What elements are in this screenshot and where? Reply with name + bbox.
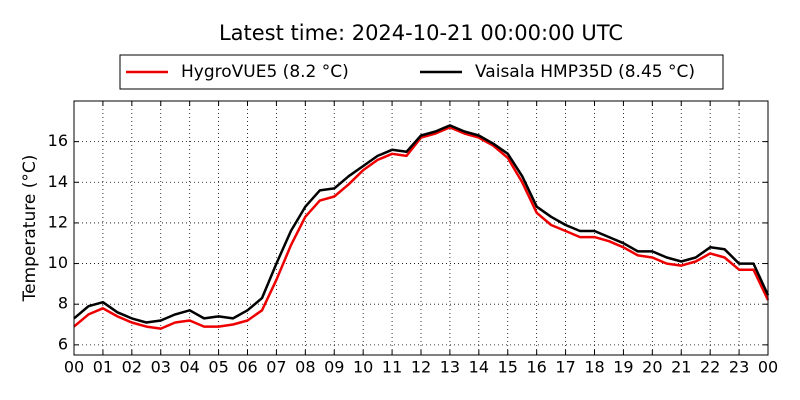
- x-tick-label: 09: [324, 358, 344, 377]
- x-tick-label: 06: [237, 358, 257, 377]
- x-tick-label: 02: [122, 358, 142, 377]
- y-tick-label: 10: [48, 253, 68, 272]
- x-tick-label: 14: [469, 358, 489, 377]
- x-tick-label: 00: [758, 358, 778, 377]
- x-tick-label: 00: [64, 358, 84, 377]
- x-tick-label: 10: [353, 358, 373, 377]
- x-tick-label: 23: [729, 358, 749, 377]
- y-tick-label: 14: [48, 172, 68, 191]
- y-tick-label: 6: [58, 334, 68, 353]
- series-line: [73, 124, 770, 324]
- x-tick-label: 19: [613, 358, 633, 377]
- x-tick-label: 12: [411, 358, 431, 377]
- x-tick-label: 04: [179, 358, 199, 377]
- x-tick-label: 18: [584, 358, 604, 377]
- x-tick-label: 07: [266, 358, 286, 377]
- x-tick-label: 22: [700, 358, 720, 377]
- x-tick-label: 01: [93, 358, 113, 377]
- y-tick-label: 16: [48, 131, 68, 150]
- legend-label: Vaisala HMP35D (8.45 °C): [475, 62, 695, 82]
- y-axis-label: Temperature (°C): [20, 155, 40, 303]
- x-tick-label: 11: [382, 358, 402, 377]
- legend-label: HygroVUE5 (8.2 °C): [181, 62, 349, 82]
- x-tick-label: 08: [295, 358, 315, 377]
- x-tick-label: 16: [526, 358, 546, 377]
- y-tick-label: 12: [48, 212, 68, 231]
- x-tick-label: 03: [151, 358, 171, 377]
- x-tick-label: 17: [555, 358, 575, 377]
- x-tick-label: 15: [498, 358, 518, 377]
- series-line: [73, 126, 770, 330]
- plot-frame: [73, 100, 769, 356]
- chart-title: Latest time: 2024-10-21 00:00:00 UTC: [219, 21, 623, 45]
- x-tick-label: 20: [642, 358, 662, 377]
- x-tick-label: 05: [208, 358, 228, 377]
- x-tick-label: 13: [440, 358, 460, 377]
- x-tick-label: 21: [671, 358, 691, 377]
- y-tick-label: 8: [58, 294, 68, 313]
